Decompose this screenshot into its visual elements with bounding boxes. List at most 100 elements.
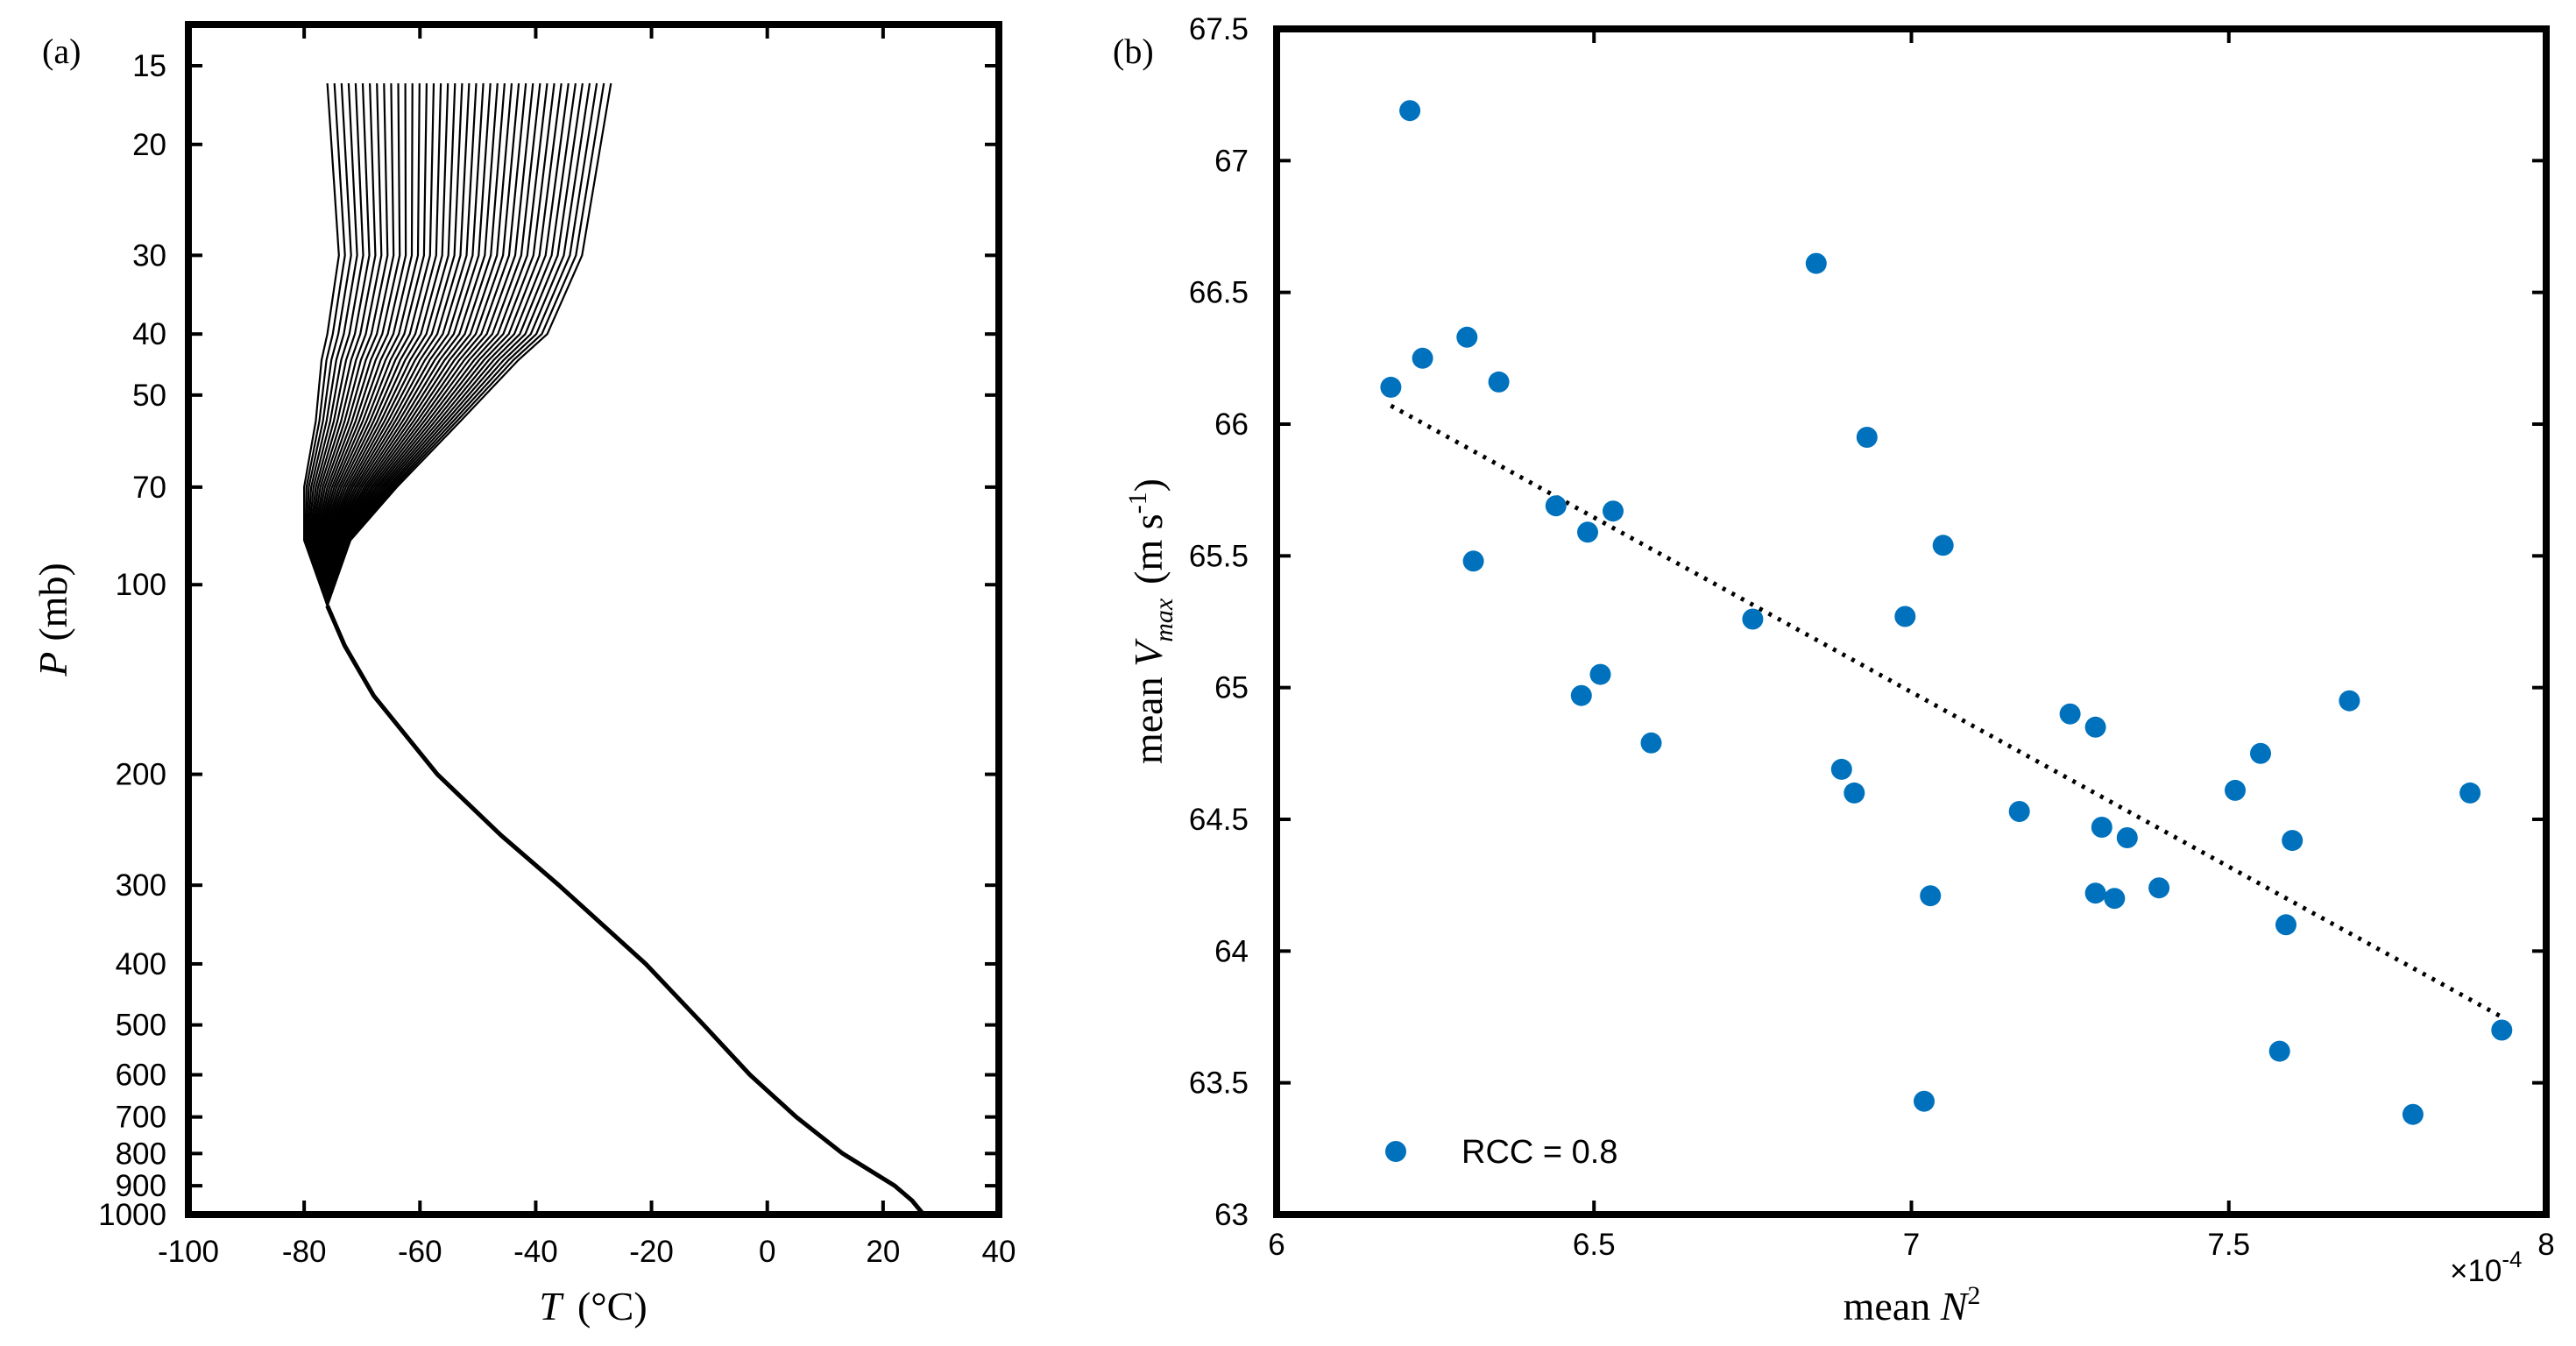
scatter-point [1589,663,1611,685]
y-tick-label: 300 [116,868,166,903]
upper-profile-line [326,82,563,606]
y-tick-label: 20 [132,128,166,162]
scatter-point [2116,827,2138,848]
upper-profile-line [313,83,395,606]
scatter-point [1894,606,1916,627]
y-tick-label: 100 [116,568,166,602]
y-tick-label: 600 [116,1059,166,1093]
scatter-point [1545,495,1567,517]
panel-a: (a) -100 -80 -60 -40 -20 0 20 40 15 20 30 40 50 70 10… [31,21,1016,1328]
upper-profile-line [326,82,584,606]
x-tick-label: 6.5 [1573,1228,1616,1262]
y-tick-label: 200 [116,758,166,792]
legend-label: RCC = 0.8 [1461,1134,1617,1171]
y-tick-label: 67.5 [1189,12,1249,46]
scatter-point [2084,882,2106,904]
y-tick-label: 400 [116,947,166,981]
panel-a-x-axis-label: T (°C) [539,1284,647,1328]
scatter-point [2268,1040,2290,1062]
upper-profile-line [326,83,513,606]
x-tick-label: 7.5 [2207,1228,2250,1262]
scatter-point [2104,888,2126,910]
upper-profile-line [326,82,591,606]
scatter-point [1856,427,1878,448]
panel-b-y-axis-label: mean Vmax(m s-1) [1123,478,1178,764]
upper-profile-line [308,83,371,606]
scatter-point [2491,1019,2513,1041]
panel-b-label: (b) [1113,32,1154,71]
upper-profile-line [306,83,358,606]
legend-marker [1385,1141,1406,1162]
scatter-point [2148,877,2170,899]
upper-profile-line [311,83,383,606]
y-tick-label: 30 [132,238,166,273]
x-tick-label: 7 [1903,1228,1920,1262]
x-tick-label: 20 [866,1235,900,1269]
panel-b-x-axis-label: mean N2 [1844,1281,1981,1328]
x-tick-label: 8 [2537,1228,2554,1262]
upper-profile-line [326,83,492,606]
y-tick-label: 65.5 [1189,539,1249,573]
upper-profile-line [326,82,520,606]
scatter-point [1914,1090,1935,1112]
upper-profile-line [326,83,471,606]
scatter-point [2250,742,2271,764]
upper-profile-line [319,83,428,606]
upper-profile-line [326,82,598,606]
upper-profile-line [318,83,421,606]
upper-profile-line [326,83,499,606]
panel-a-axes-box [185,21,1002,1218]
scatter-point [1603,500,1624,522]
y-tick-label: 65 [1214,671,1249,705]
upper-profile-line [304,83,346,606]
y-tick-label: 67 [1214,144,1249,178]
scatter-point [1380,376,1402,398]
lower-profile-line [325,605,926,1216]
y-tick-label: 40 [132,317,166,351]
y-tick-label: 15 [132,49,166,83]
y-tick-label: 64.5 [1189,803,1249,837]
panel-b-axes-box [1273,25,2550,1218]
upper-profile-line [326,82,570,606]
scatter-point [1932,535,1954,556]
upper-profile-line [326,82,556,606]
scatter-point [1805,252,1827,274]
regression-fit-line [1390,403,2503,1019]
y-tick-label: 1000 [98,1198,166,1232]
scatter-point [2459,782,2481,804]
x-tick-label: -40 [513,1235,558,1269]
scatter-point [1640,732,1662,754]
upper-profile-line [322,83,449,606]
scatter-point [1844,782,1865,804]
scatter-point [2008,801,2030,822]
y-tick-label: 63 [1214,1198,1249,1232]
upper-profile-line [326,82,541,606]
upper-profile-line [303,83,340,606]
upper-profile-line [315,83,407,606]
scatter-point [1456,326,1478,348]
x-tick-label: -80 [282,1235,327,1269]
upper-profile-line [323,83,456,606]
x-tick-label: -60 [398,1235,442,1269]
x-exponent-label: ×10-4 [2450,1246,2523,1288]
upper-profile-line [326,82,527,606]
x-tick-label: -100 [158,1235,219,1269]
upper-profile-line [326,82,612,606]
scatter-point [2275,914,2296,936]
panel-b-x-ticks: 6 6.5 7 7.5 8 [1268,29,2555,1262]
y-tick-label: 900 [116,1169,166,1203]
scatter-point [2282,830,2304,852]
y-tick-label: 63.5 [1189,1066,1249,1101]
upper-profile-line [322,83,442,606]
y-tick-label: 700 [116,1101,166,1135]
upper-profile-line [320,83,435,606]
scatter-point [2225,779,2246,801]
y-tick-label: 50 [132,379,166,413]
upper-profile-line [326,82,605,606]
panel-b-y-ticks: 63 63.5 64 64.5 65 65.5 66 66.5 67 67.5 [1189,12,2546,1232]
upper-profile-line [305,83,352,606]
y-tick-label: 70 [132,471,166,505]
scatter-point [2339,690,2360,712]
x-tick-label: 6 [1268,1228,1284,1262]
